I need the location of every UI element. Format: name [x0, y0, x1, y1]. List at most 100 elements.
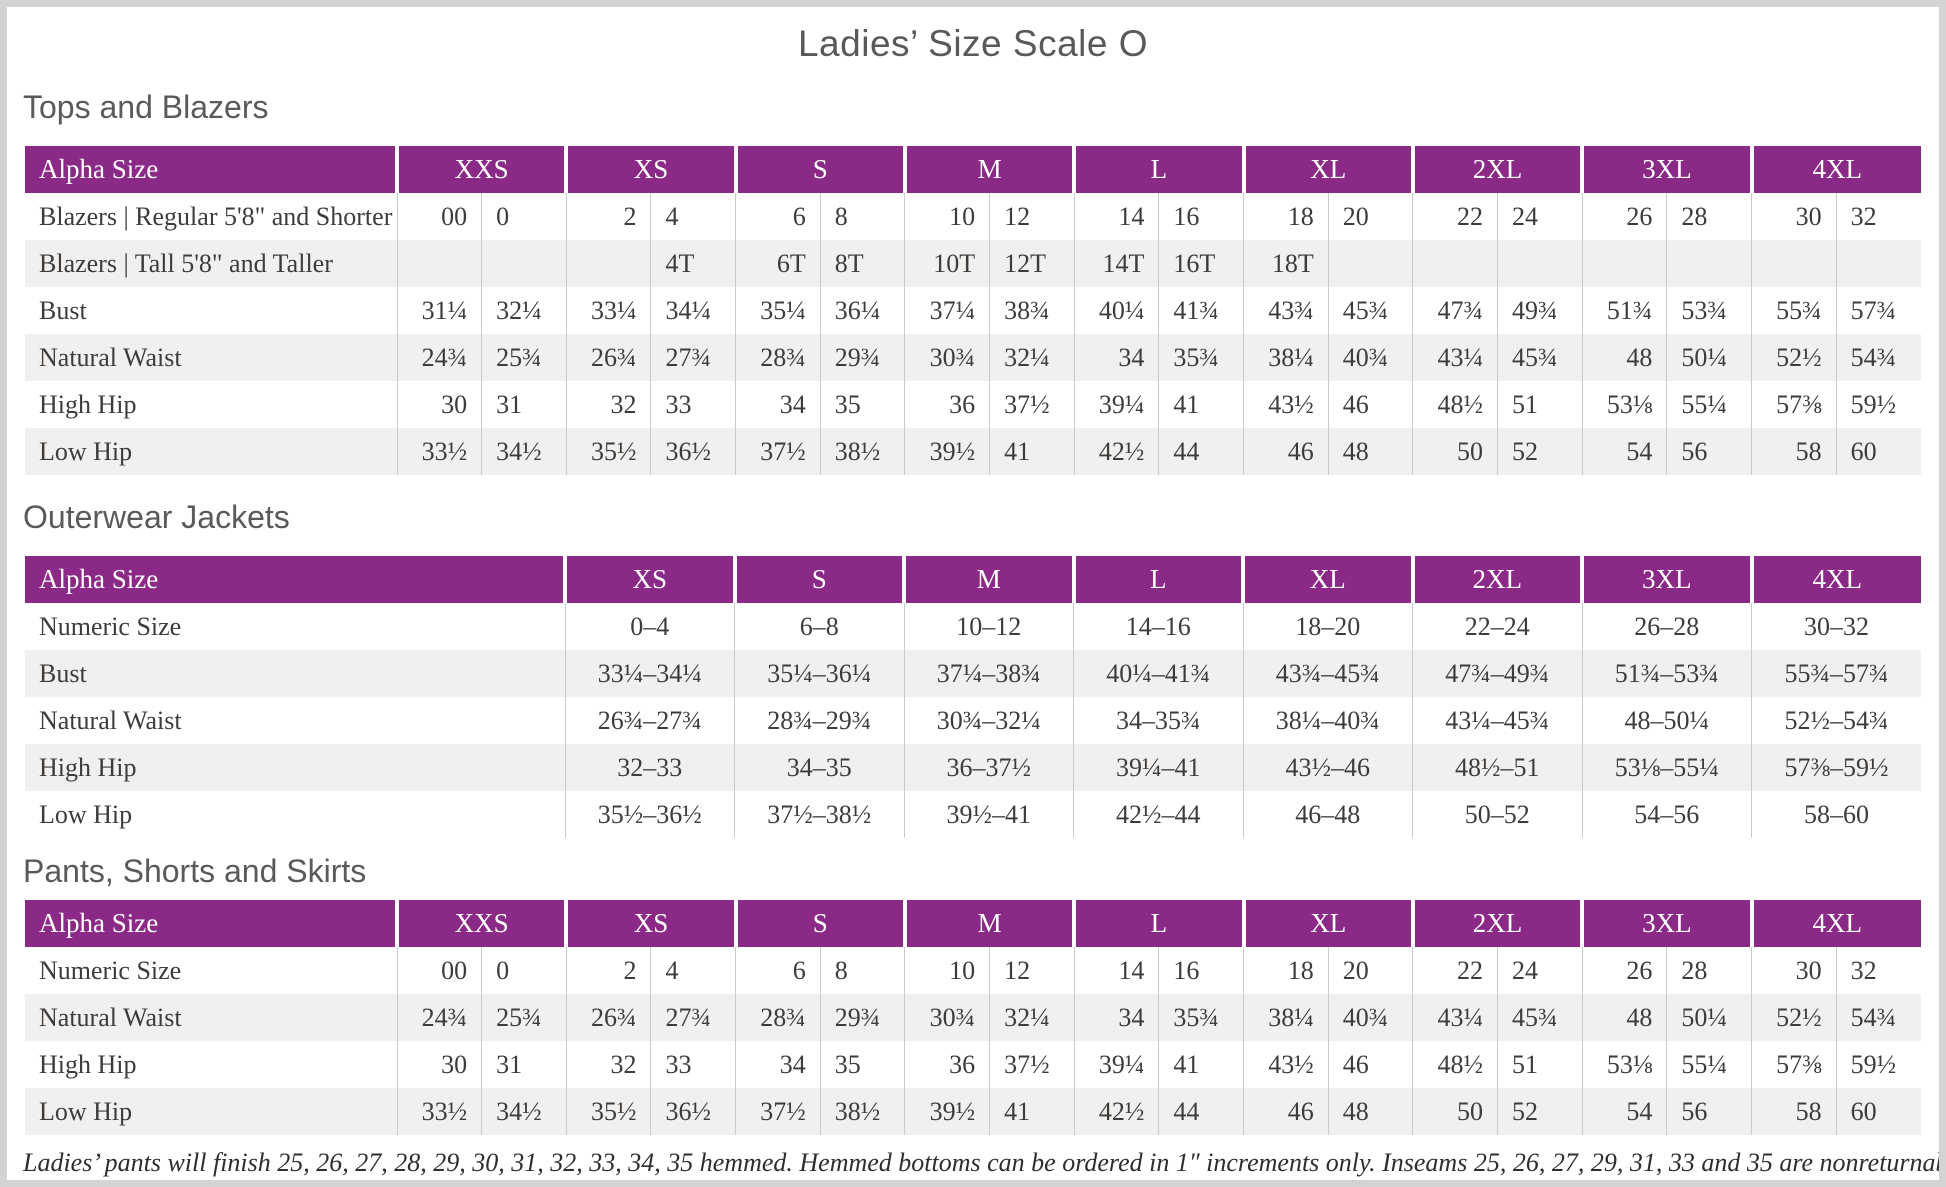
size-group-header: M	[902, 146, 1075, 193]
size-value-cell: 60	[1835, 428, 1921, 475]
size-value-cell: 39½	[904, 1088, 990, 1135]
size-value-cell: 20	[1327, 193, 1413, 240]
size-value-cell: 12	[989, 947, 1075, 994]
size-value-cell: 43½	[1243, 381, 1329, 428]
size-value-cell: 48	[1327, 428, 1413, 475]
size-value-cell: 55¾–57¾	[1751, 650, 1921, 697]
size-value-cell: 29¾	[819, 334, 905, 381]
size-value-cell: 55¾	[1751, 287, 1837, 334]
size-value-cell: 30¾	[904, 334, 990, 381]
size-value-cell: 35¼–36¼	[734, 650, 904, 697]
measurement-label: Natural Waist	[39, 705, 182, 735]
size-value-cell: 12T	[989, 240, 1075, 287]
size-value-cell: 45¾	[1497, 994, 1583, 1041]
size-value-cell: 28¾–29¾	[734, 697, 904, 744]
size-value-cell: 42½	[1073, 1088, 1159, 1135]
size-value-cell: 24	[1497, 193, 1583, 240]
size-value-cell: 37½	[989, 1041, 1075, 1088]
size-value-cell: 40¼	[1073, 287, 1159, 334]
size-value-cell: 14T	[1073, 240, 1159, 287]
hemming-footnote: Ladies’ pants will finish 25, 26, 27, 28…	[23, 1148, 1946, 1177]
size-group-header: XL	[1241, 900, 1413, 947]
size-value-cell: 48½	[1412, 381, 1498, 428]
size-value-cell: 53⅛	[1581, 1041, 1667, 1088]
size-group-header: 2XL	[1410, 556, 1582, 603]
size-value-cell: 35½–36½	[564, 791, 735, 838]
size-value-cell: 32¼	[481, 287, 567, 334]
size-group-header: 4XL	[1749, 556, 1921, 603]
measurement-label: Bust	[39, 658, 87, 688]
measurement-label: Low Hip	[39, 436, 133, 466]
size-value-cell: 52	[1497, 428, 1583, 475]
size-group-header: XL	[1241, 146, 1413, 193]
measurement-label: Low Hip	[39, 1096, 133, 1126]
measurement-label: Blazers | Tall 5'8" and Taller	[39, 248, 333, 278]
size-value-cell: 38¾	[989, 287, 1075, 334]
size-value-cell: 30	[396, 381, 482, 428]
size-value-cell: 48–50¼	[1581, 697, 1752, 744]
size-value-cell: 51¾–53¾	[1581, 650, 1752, 697]
size-value-cell: 57⅜	[1751, 1041, 1837, 1088]
size-value-cell: 36	[904, 381, 990, 428]
size-value-cell: 0–4	[564, 603, 735, 650]
size-value-cell: 6T	[735, 240, 821, 287]
size-value-cell: 36	[904, 1041, 990, 1088]
size-value-cell: 34¼	[650, 287, 736, 334]
size-value-cell: 39½	[904, 428, 990, 475]
size-value-cell: 53¾	[1666, 287, 1752, 334]
size-value-cell: 37½	[735, 1088, 821, 1135]
size-value-cell: 34	[735, 381, 821, 428]
size-value-cell: 47¾–49¾	[1412, 650, 1582, 697]
size-value-cell: 46–48	[1242, 791, 1413, 838]
size-value-cell: 26¾	[565, 334, 651, 381]
size-value-cell: 18T	[1243, 240, 1329, 287]
size-value-cell: 52½	[1751, 334, 1837, 381]
size-value-cell: 37½–38½	[734, 791, 904, 838]
alpha-size-header-cell: Alpha Size	[25, 556, 565, 603]
size-value-cell: 57¾	[1835, 287, 1921, 334]
size-value-cell: 30¾	[904, 994, 990, 1041]
size-value-cell: 16T	[1158, 240, 1244, 287]
size-value-cell: 35	[819, 1041, 905, 1088]
size-value-cell: 10	[904, 193, 990, 240]
size-value-cell: 36½	[650, 1088, 736, 1135]
size-value-cell: 8	[819, 193, 905, 240]
pants-shorts-skirts-table: Alpha Size XXS XS S M L XL 2XL 3XL 4XL Numeric Siz…	[25, 900, 1921, 1135]
size-value-cell: 54¾	[1835, 994, 1921, 1041]
size-group-header: M	[902, 900, 1075, 947]
size-value-cell: 33¼	[565, 287, 651, 334]
measurement-label: Low Hip	[39, 799, 133, 829]
size-value-cell: 8T	[819, 240, 905, 287]
alpha-size-header-cell: Alpha Size	[25, 146, 397, 193]
size-group-header: XL	[1241, 556, 1413, 603]
size-value-cell: 34	[1073, 994, 1159, 1041]
size-value-cell: 42½–44	[1073, 791, 1243, 838]
size-value-cell: 24¾	[396, 334, 482, 381]
size-value-cell	[1666, 240, 1752, 287]
size-value-cell: 10	[904, 947, 990, 994]
size-value-cell: 30¾–32¼	[903, 697, 1074, 744]
size-value-cell: 26–28	[1581, 603, 1752, 650]
size-value-cell: 48½	[1412, 1041, 1498, 1088]
size-value-cell: 20	[1327, 947, 1413, 994]
size-value-cell: 42½	[1073, 428, 1159, 475]
size-group-header: 2XL	[1410, 900, 1583, 947]
size-value-cell: 31	[481, 1041, 567, 1088]
size-value-cell: 52½	[1751, 994, 1837, 1041]
size-value-cell: 34–35	[734, 744, 904, 791]
size-value-cell: 10T	[904, 240, 990, 287]
size-value-cell: 56	[1666, 1088, 1752, 1135]
size-group-header: L	[1072, 900, 1244, 947]
size-value-cell: 48½–51	[1412, 744, 1582, 791]
size-value-cell: 2	[565, 193, 651, 240]
size-value-cell	[1327, 240, 1413, 287]
size-value-cell: 46	[1327, 381, 1413, 428]
measurement-label: Bust	[39, 295, 87, 325]
alpha-size-header-cell: Alpha Size	[25, 900, 397, 947]
size-value-cell: 41¾	[1158, 287, 1244, 334]
size-value-cell: 26	[1581, 193, 1667, 240]
size-value-cell: 48	[1327, 1088, 1413, 1135]
size-group-header: XS	[563, 556, 735, 603]
size-value-cell	[1835, 240, 1921, 287]
size-value-cell: 24	[1497, 947, 1583, 994]
